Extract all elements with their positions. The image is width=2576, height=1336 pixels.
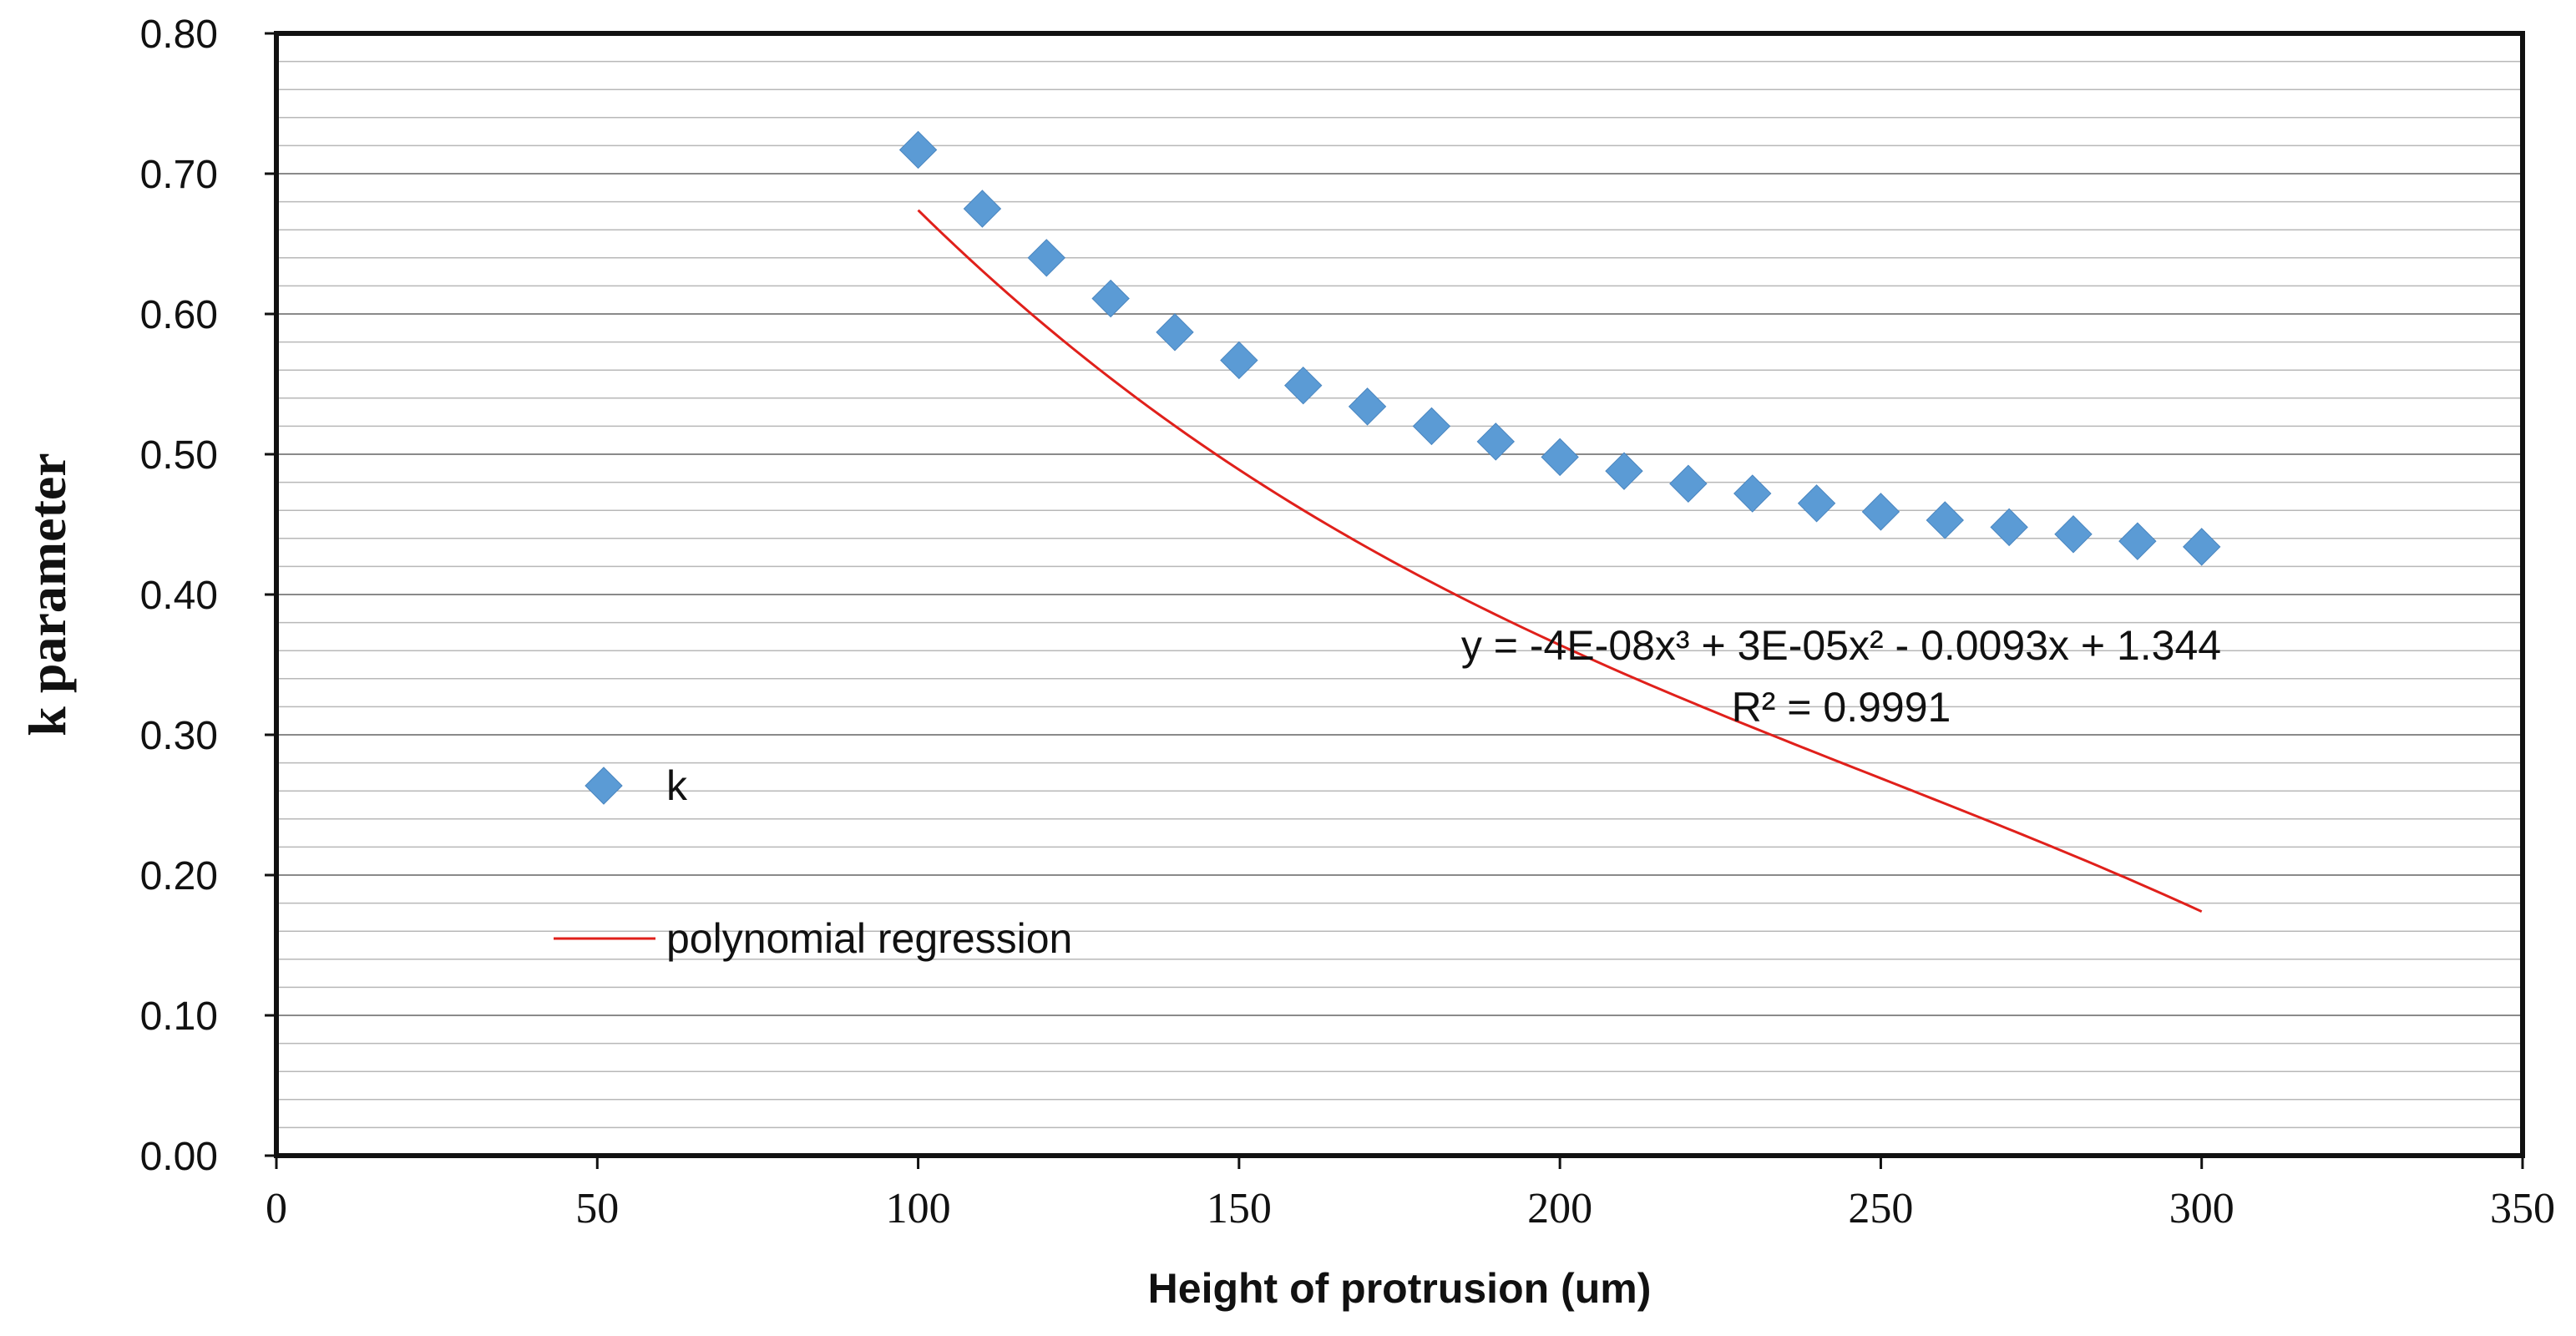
data-point-k xyxy=(1990,508,2028,547)
y-tick-label: 0.10 xyxy=(140,994,218,1039)
y-tick-label: 0.70 xyxy=(140,153,218,197)
data-points xyxy=(898,130,2221,566)
data-point-k xyxy=(1669,464,1708,503)
data-point-k xyxy=(1605,452,1643,490)
x-axis-ticks: 0 50 100 150 200 250 300 350 xyxy=(266,1156,2555,1232)
data-point-k xyxy=(1156,313,1194,352)
x-tick-label: 200 xyxy=(1527,1185,1592,1232)
x-tick-label: 300 xyxy=(2169,1185,2234,1232)
x-tick-label: 350 xyxy=(2490,1185,2555,1232)
data-point-k xyxy=(2118,522,2157,560)
y-axis-label: k parameter xyxy=(18,453,77,736)
gridlines xyxy=(276,60,2523,1129)
y-tick-label: 0.20 xyxy=(140,854,218,898)
trendline-group xyxy=(917,209,2203,913)
r-squared-label: R² = 0.9991 xyxy=(1732,684,1951,731)
data-point-k xyxy=(1412,407,1451,446)
y-tick-label: 0.80 xyxy=(140,13,218,57)
data-point-k xyxy=(1733,474,1772,513)
legend-label-k: k xyxy=(666,762,688,809)
data-point-k xyxy=(1091,279,1130,318)
data-point-k xyxy=(1476,423,1515,461)
x-tick-label: 0 xyxy=(266,1185,287,1232)
data-point-k xyxy=(1926,501,1964,539)
data-point-k xyxy=(1220,341,1258,380)
y-axis-ticks: 0.00 0.10 0.20 0.30 0.40 0.50 0.60 0.70 0.80 xyxy=(140,13,276,1179)
data-point-k xyxy=(2054,515,2093,554)
y-tick-label: 0.60 xyxy=(140,293,218,337)
legend-marker-k xyxy=(585,767,623,805)
y-tick-label: 0.50 xyxy=(140,433,218,478)
data-point-k xyxy=(2183,528,2221,566)
trendline-equation: y = -4E-08x³ + 3E-05x² - 0.0093x + 1.344… xyxy=(1461,622,2221,731)
trendline-curve xyxy=(917,209,2203,913)
y-tick-label: 0.00 xyxy=(140,1135,218,1179)
x-tick-label: 100 xyxy=(886,1185,951,1232)
data-point-k xyxy=(1541,438,1579,477)
data-point-k xyxy=(1861,493,1900,531)
x-axis-label: Height of protrusion (um) xyxy=(1148,1265,1652,1312)
legend: k polynomial regression xyxy=(554,762,1072,962)
data-point-k xyxy=(1348,387,1387,426)
x-tick-label: 250 xyxy=(1848,1185,1913,1232)
legend-label-regression: polynomial regression xyxy=(666,915,1072,962)
x-tick-label: 50 xyxy=(575,1185,619,1232)
y-tick-label: 0.40 xyxy=(140,574,218,618)
data-point-k xyxy=(898,130,938,170)
x-tick-label: 150 xyxy=(1207,1185,1272,1232)
data-point-k xyxy=(1027,239,1065,277)
y-tick-label: 0.30 xyxy=(140,714,218,758)
data-point-k xyxy=(963,190,1002,228)
equation-label: y = -4E-08x³ + 3E-05x² - 0.0093x + 1.344 xyxy=(1461,622,2221,669)
data-point-k xyxy=(1284,366,1323,405)
data-point-k xyxy=(1797,484,1836,523)
